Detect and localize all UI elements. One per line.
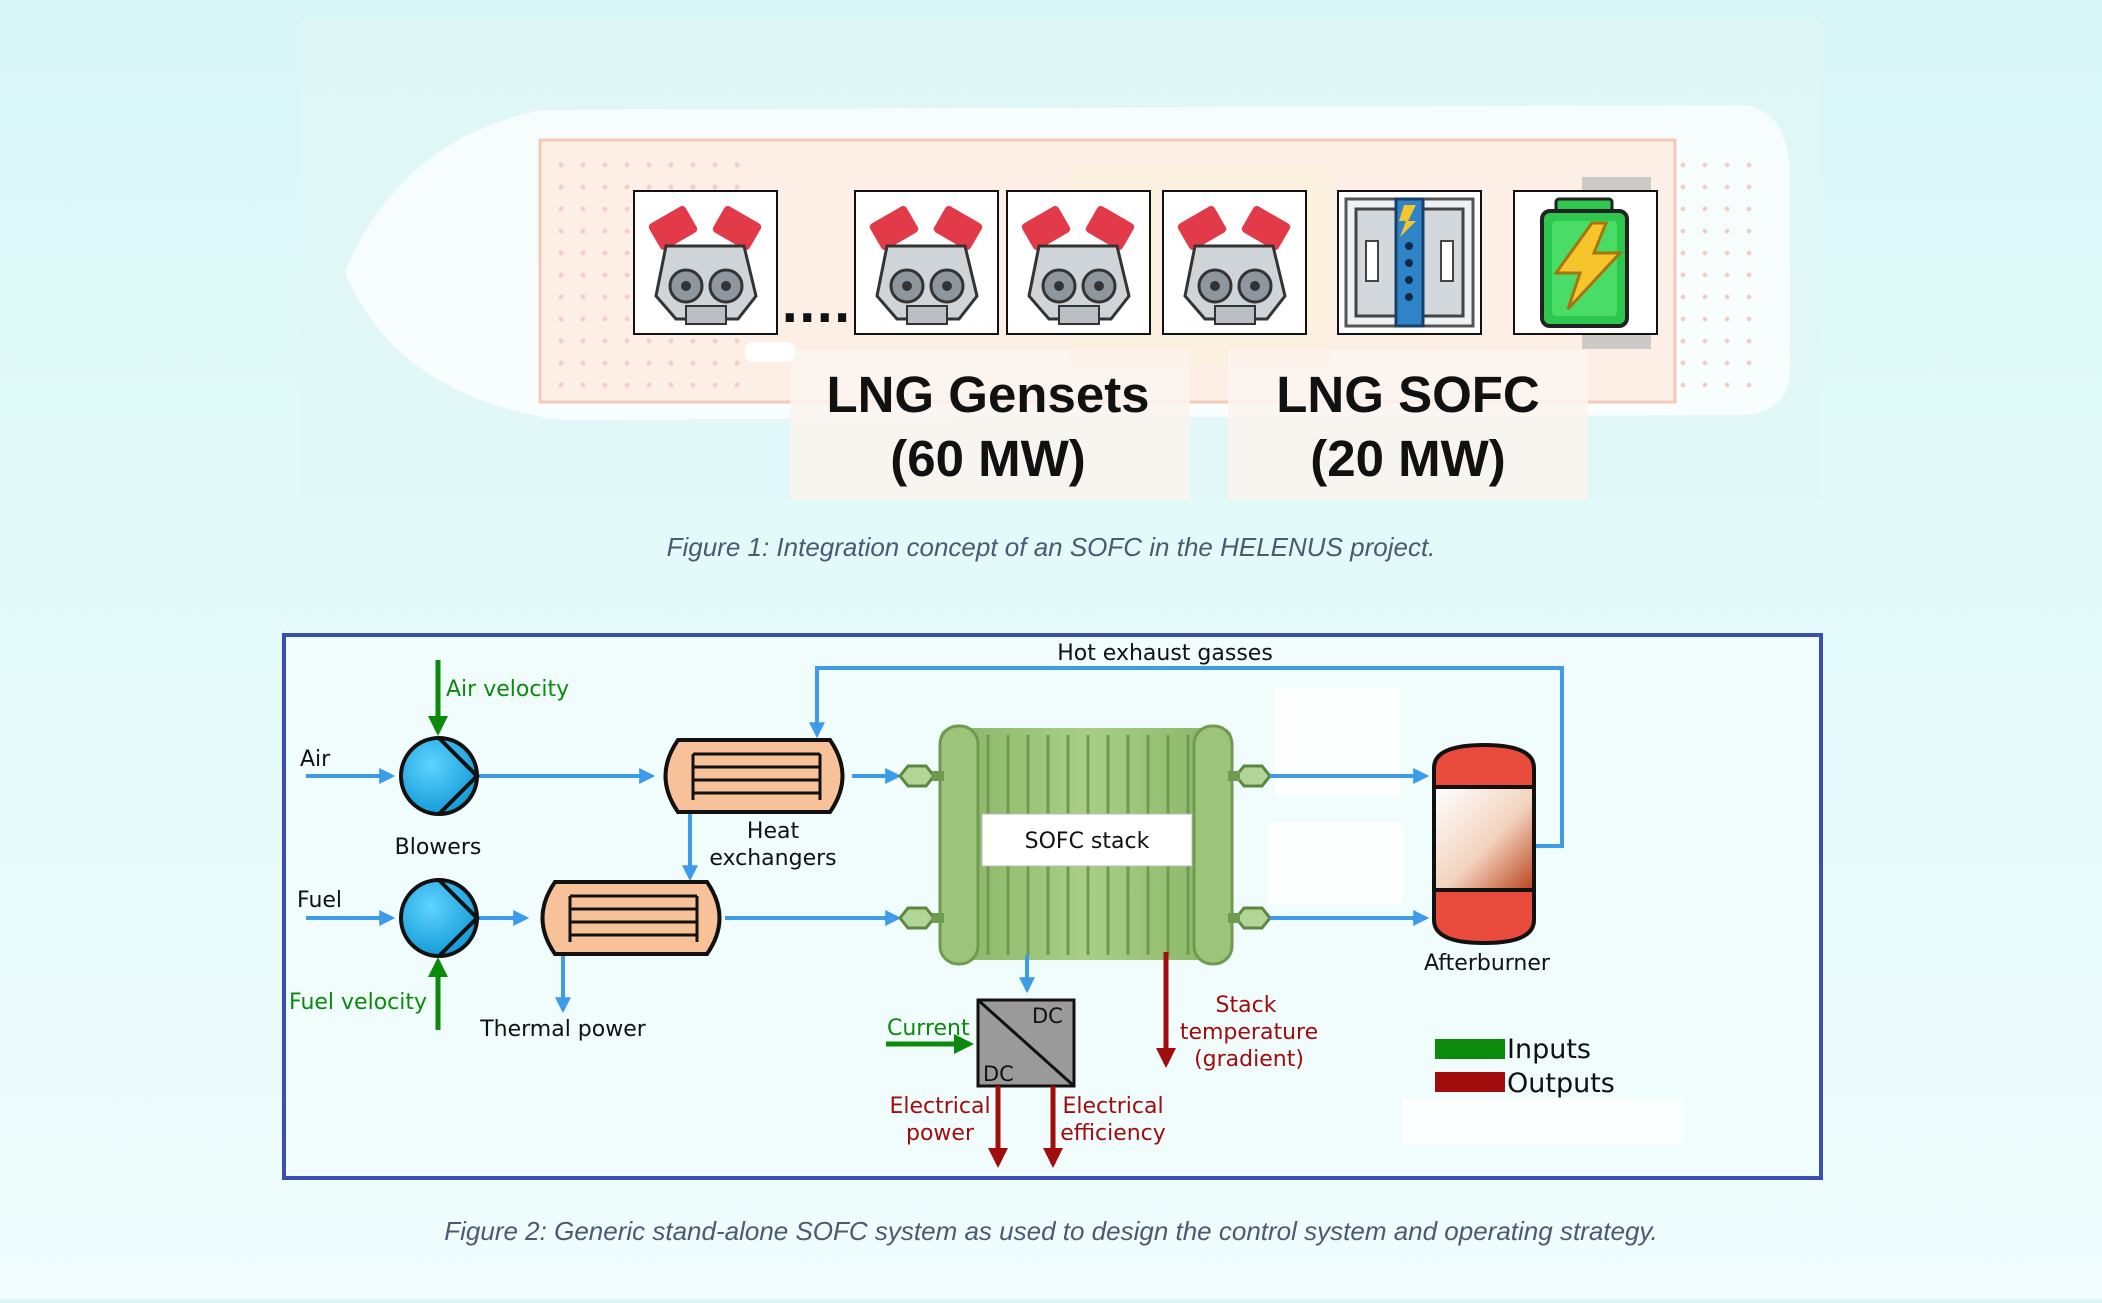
current-label: Current: [887, 1016, 970, 1041]
sofc-label: LNG SOFC: [1276, 366, 1540, 423]
gensets-power: (60 MW): [890, 430, 1085, 487]
air-velocity-label: Air velocity: [446, 677, 569, 702]
genset-icon-2: [854, 190, 999, 335]
fuel-label: Fuel: [297, 888, 342, 913]
sofc-power: (20 MW): [1310, 430, 1505, 487]
electrical-efficiency-label-2: efficiency: [1060, 1121, 1166, 1146]
blowers-label: Blowers: [395, 835, 482, 860]
afterburner: [1432, 742, 1536, 946]
stack-temperature-label-2: temperature: [1180, 1020, 1318, 1045]
figure-2-caption: Figure 2: Generic stand-alone SOFC syste…: [444, 1216, 1658, 1246]
gensets-label: LNG Gensets: [826, 366, 1149, 423]
figure-1-caption: Figure 1: Integration concept of an SOFC…: [666, 532, 1436, 562]
legend-outputs-label: Outputs: [1507, 1068, 1615, 1099]
legend: [1435, 1039, 1505, 1092]
dc-top-label: DC: [1032, 1004, 1063, 1028]
dc-dc-converter: [976, 998, 1076, 1088]
electrical-power-label-1: Electrical: [889, 1094, 990, 1119]
genset-icon-1: [633, 190, 778, 335]
legend-outputs-swatch: [1435, 1072, 1505, 1092]
stack-temperature-label-3: (gradient): [1194, 1047, 1304, 1072]
electrical-efficiency-label-1: Electrical: [1062, 1094, 1163, 1119]
heat-exchangers-label-1: Heat: [747, 819, 800, 844]
air-label: Air: [300, 747, 331, 772]
fuel-blower: [399, 878, 480, 958]
genset-icon-3: [1006, 190, 1151, 335]
fuel-cell-icon: [1337, 190, 1482, 335]
sofc-stack: [898, 724, 1272, 966]
genset-icon-4: [1162, 190, 1307, 335]
electrical-power-label-2: power: [906, 1121, 975, 1146]
heat-exchanger-air: [663, 738, 845, 814]
battery-icon: [1513, 177, 1658, 349]
hot-exhaust-label: Hot exhaust gasses: [1057, 641, 1273, 666]
afterburner-label: Afterburner: [1424, 951, 1551, 976]
stack-temperature-label-1: Stack: [1216, 993, 1277, 1018]
heat-exchanger-fuel: [540, 880, 722, 956]
heat-exchangers-label-2: exchangers: [709, 846, 836, 871]
fuel-velocity-label: Fuel velocity: [289, 990, 427, 1015]
legend-inputs-swatch: [1435, 1039, 1505, 1059]
hot-exhaust-loop: [809, 666, 1564, 848]
legend-inputs-label: Inputs: [1507, 1034, 1591, 1065]
thermal-power-label: Thermal power: [479, 1017, 647, 1042]
dc-bottom-label: DC: [983, 1062, 1014, 1086]
sofc-stack-label: SOFC stack: [1025, 829, 1150, 854]
air-blower: [399, 736, 480, 816]
ellipsis-dots: ....: [781, 279, 851, 333]
